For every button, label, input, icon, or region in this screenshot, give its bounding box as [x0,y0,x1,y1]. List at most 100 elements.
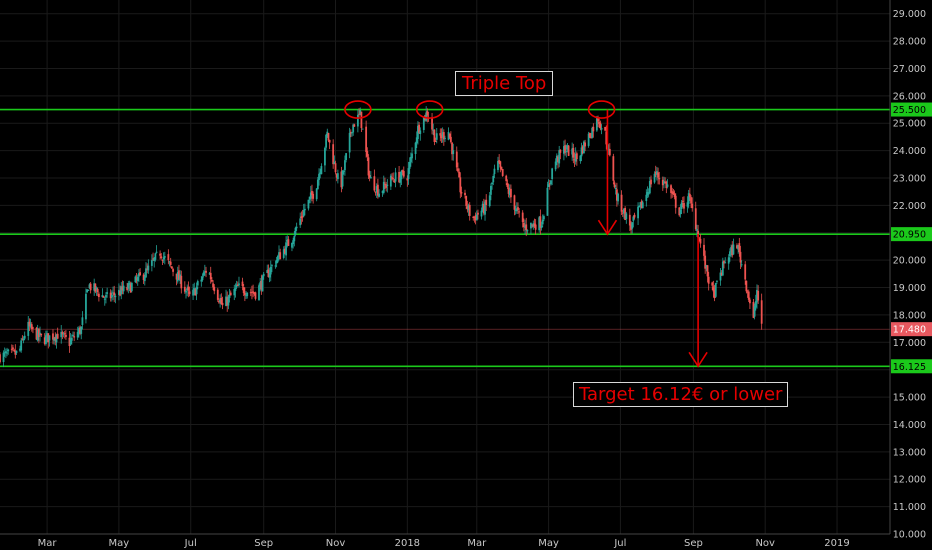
candle-body [381,190,384,193]
candle-body [76,331,79,338]
x-tick-label: Mar [38,538,58,549]
candle-body [114,295,117,298]
level-label-box [891,102,932,117]
candle-body [29,323,32,327]
candle-body [93,283,96,291]
level-label-text: 20.950 [893,230,926,241]
candle-body [497,160,499,170]
candle-body [341,170,344,187]
y-tick-label: 11.000 [893,502,926,513]
x-tick-label: Mar [467,538,487,549]
candle-body [706,265,709,277]
candle-body [508,190,511,196]
candle-body [260,280,263,290]
candle-body [79,327,81,334]
candle-body [299,218,302,226]
candle-body [287,239,290,246]
candle-body [236,284,239,286]
candle-body [475,214,478,221]
candle-body [526,230,529,232]
y-tick-label: 23.000 [893,174,926,185]
candle-body [227,296,230,306]
candle-body [736,245,738,249]
candle-body [522,222,525,228]
candle-body [358,113,360,115]
candle-body [39,332,41,336]
candle-body [225,296,227,307]
candle-body [703,244,705,256]
candle-body [459,177,462,193]
y-tick-label: 12.000 [893,475,926,486]
candle-body [566,145,569,150]
candle-body [679,209,682,215]
price-axis[interactable]: 10.00011.00012.00013.00014.00015.00016.0… [893,9,926,540]
candle-body [674,195,677,208]
candle-body [666,184,669,187]
candle-body [278,252,280,257]
target-label[interactable]: Target 16.12€ or lower [573,382,789,407]
y-tick-label: 19.000 [893,283,926,294]
candle-body [604,127,607,131]
time-axis[interactable]: Mar May Jul Sep Nov 2018 Mar May Jul Sep Nov 2019 [38,538,850,549]
candle-body [27,321,30,336]
candle-body [178,270,180,280]
candle-body [136,276,139,281]
candle-body [138,273,140,277]
candle-body [328,139,331,143]
candle-body [551,168,554,180]
candle-body [254,292,257,299]
candle-body [646,192,649,196]
candle-body [242,287,245,294]
candle-body [592,126,595,132]
candle-body [686,202,689,207]
candle-body [572,147,575,158]
candle-body [588,133,591,138]
candle-body [621,212,624,214]
candle-body [109,292,112,299]
candle-body [88,284,91,289]
x-tick-label: May [538,538,559,549]
candle-body [6,352,8,354]
candle-body [490,185,492,195]
candle-body [458,171,461,178]
candle-body [753,306,756,317]
candle-body [465,195,468,206]
candle-body [600,128,603,130]
x-tick-label: 2019 [824,538,849,549]
candle-body [154,253,157,260]
candle-body [565,151,568,153]
candle-body [464,192,466,196]
candle-body [690,197,692,204]
candle-body [368,175,371,178]
candle-body [20,340,23,351]
candle-body [378,193,380,197]
candle-body [73,336,76,338]
candle-body [340,171,343,188]
triple-top-label[interactable]: Triple Top [455,71,554,96]
candle-body [293,235,296,242]
candle-body [554,161,557,170]
candle-body [161,259,164,261]
x-tick-label: 2018 [395,538,420,549]
candle-body [711,282,714,286]
candle-body [45,335,47,344]
y-tick-label: 10.000 [893,530,926,541]
candle-body [266,270,269,274]
candle-body [587,133,590,146]
candle-body [275,260,278,264]
candle-body [62,333,65,335]
candle-body [698,237,701,239]
candle-body [208,273,211,275]
candle-body [120,286,123,295]
candle-body [571,148,574,155]
candle-body [382,181,385,193]
candle-body [308,196,311,200]
candle-body [145,268,147,278]
candle-body [96,288,99,292]
candle-body [757,290,760,301]
candle-body [432,129,435,131]
candle-body [122,285,125,292]
candle-body [468,204,471,216]
candle-body [532,223,535,227]
y-tick-label: 28.000 [893,37,926,48]
